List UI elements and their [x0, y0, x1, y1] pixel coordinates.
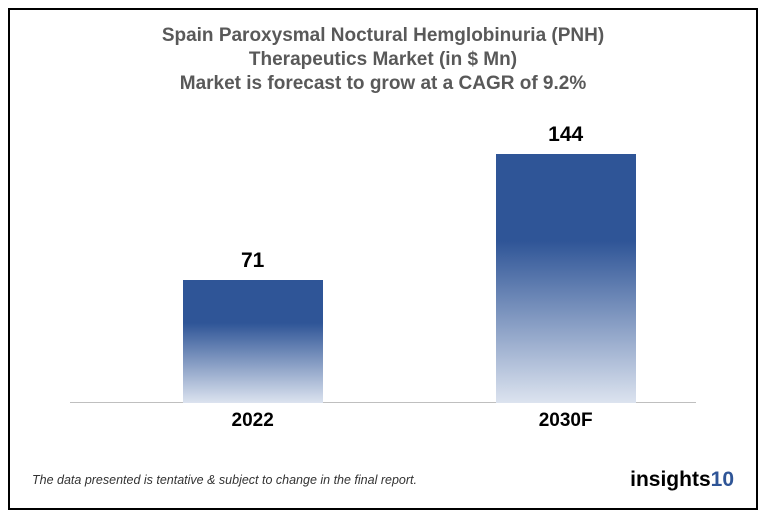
bar-value-label: 71 — [183, 249, 323, 273]
bar-wrap: 144 — [496, 154, 636, 403]
chart-frame: Spain Paroxysmal Noctural Hemglobinuria … — [8, 8, 758, 510]
disclaimer-text: The data presented is tentative & subjec… — [32, 473, 417, 487]
chart-plot-area: 71 144 — [70, 130, 696, 403]
bar — [183, 280, 323, 403]
title-line-2: Therapeutics Market (in $ Mn) — [40, 48, 726, 72]
brand-main-text: insights — [630, 468, 711, 492]
footer: The data presented is tentative & subjec… — [32, 466, 734, 494]
brand-sub-text: 10 — [711, 468, 734, 492]
x-axis-label: 2030F — [496, 410, 636, 432]
title-line-3: Market is forecast to grow at a CAGR of … — [40, 72, 726, 96]
x-axis-labels: 2022 2030F — [70, 410, 696, 438]
title-line-1: Spain Paroxysmal Noctural Hemglobinuria … — [40, 24, 726, 48]
x-axis-label: 2022 — [183, 410, 323, 432]
chart-title-block: Spain Paroxysmal Noctural Hemglobinuria … — [10, 10, 756, 99]
bar-wrap: 71 — [183, 280, 323, 403]
bar-value-label: 144 — [496, 123, 636, 147]
bar — [496, 154, 636, 403]
brand-logo: insights10 — [630, 468, 734, 492]
